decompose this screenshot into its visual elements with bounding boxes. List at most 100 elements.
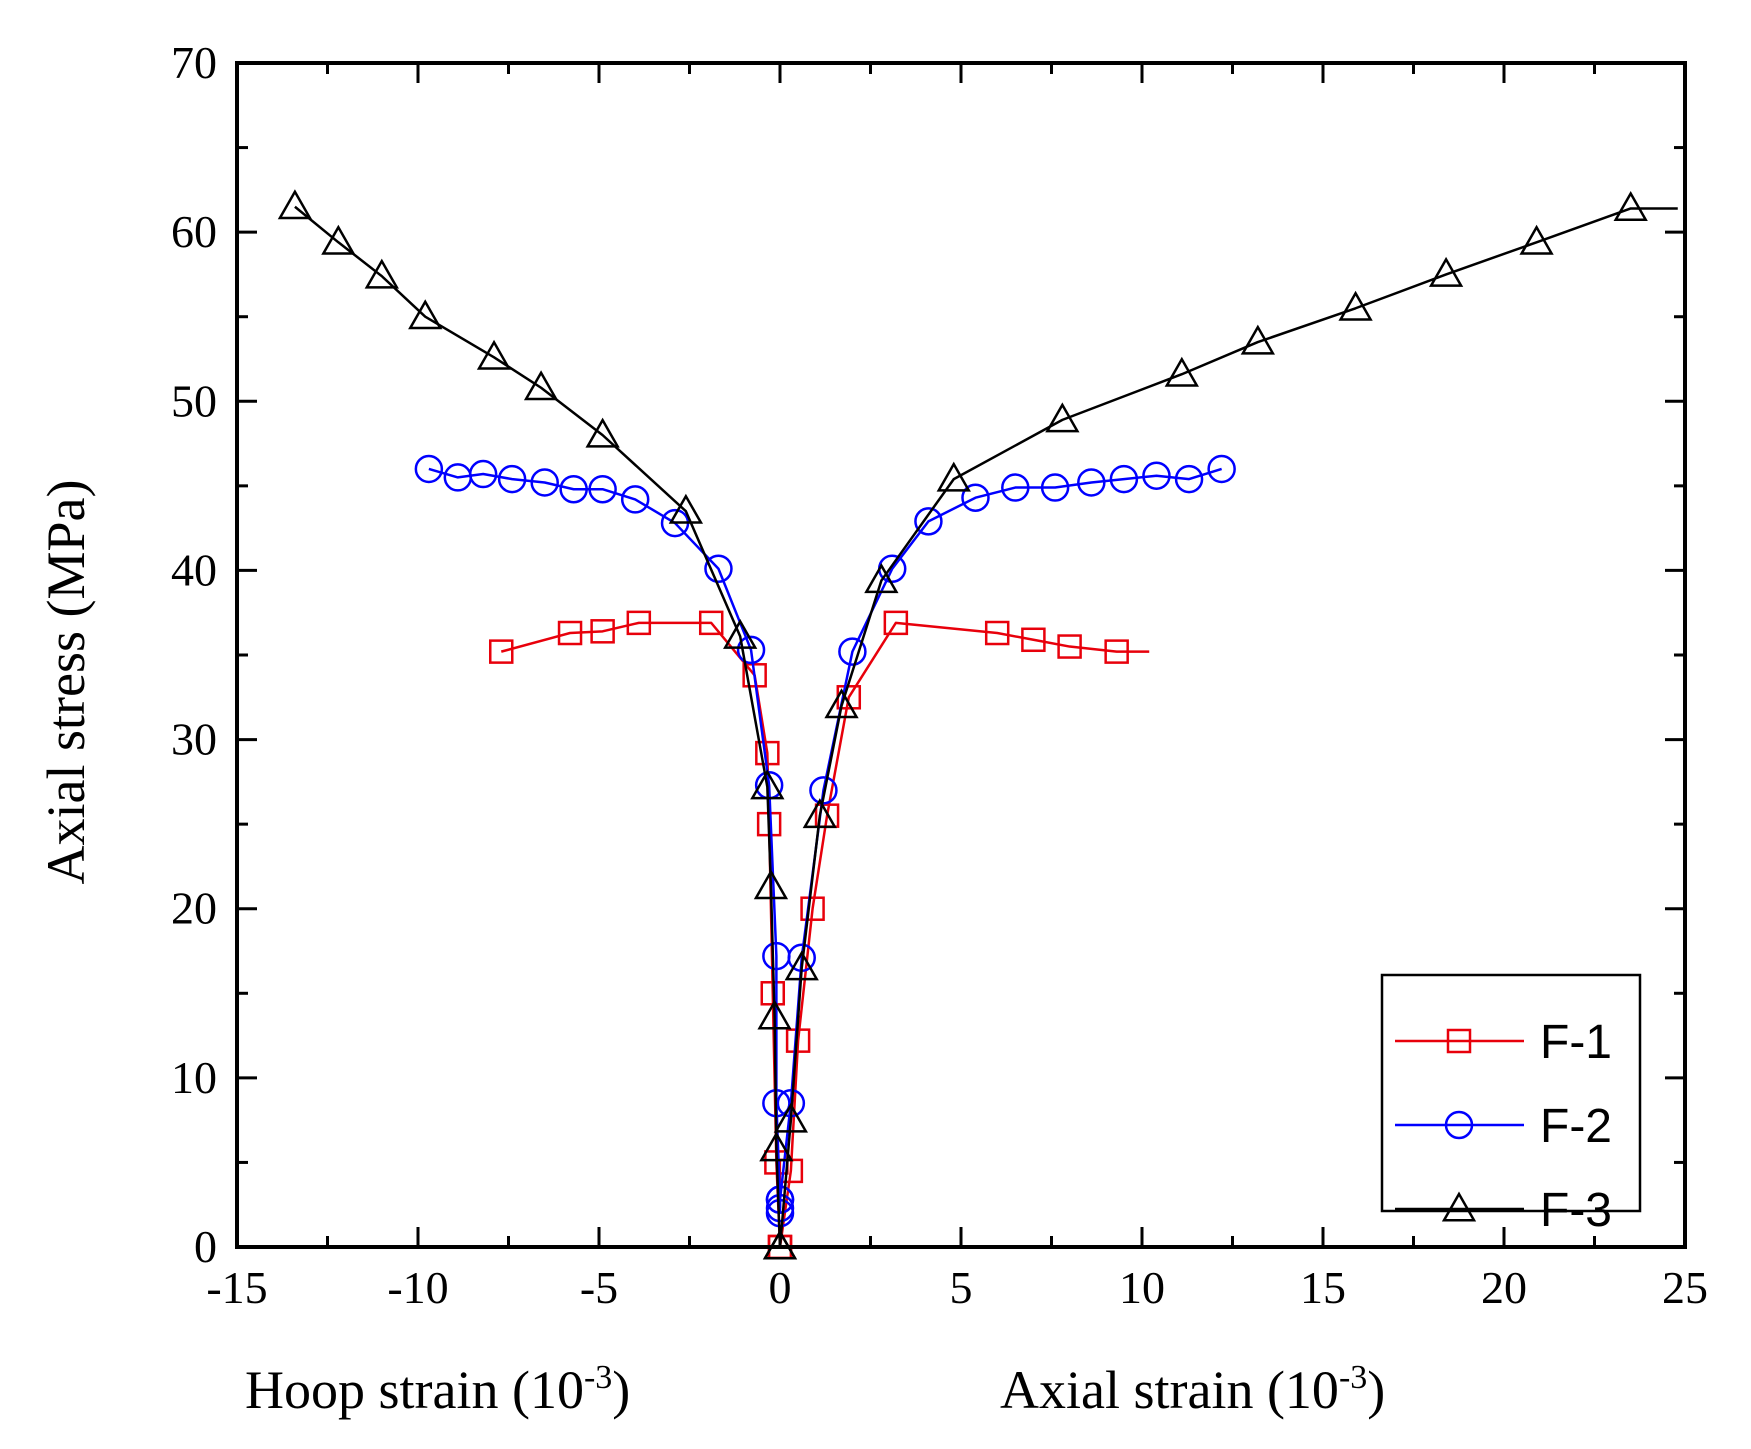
data-point-F-2 [838,637,867,666]
data-point-F-3 [723,618,758,649]
y-tick-label: 10 [171,1052,217,1103]
data-point-F-3 [1045,402,1080,433]
data-point-F-3 [802,798,837,829]
x-tick-label: -15 [206,1262,267,1313]
data-point-F-3 [408,299,443,330]
data-point-F-2 [497,464,527,494]
x-axis-title-hoop-main: Hoop strain (10 [245,1360,584,1420]
data-point-F-3 [784,950,819,981]
legend-label-F-3: F-3 [1540,1184,1612,1237]
series-layer [277,189,1678,1260]
data-point-F-3 [476,339,512,370]
x-tick-label: 5 [950,1262,973,1313]
data-point-F-2 [414,454,444,484]
data-point-F-3 [1613,190,1648,221]
data-point-F-1 [800,896,825,921]
x-tick-label: 0 [769,1262,792,1313]
data-point-F-1 [984,620,1010,646]
series-line-F-2-hoop [428,467,782,1214]
data-point-F-2 [1142,461,1171,490]
axis-layer: -15 -10 -5 0 5 10 15 20 25 0 10 20 30 40 50 60 70 [171,37,1708,1313]
data-point-F-3 [1240,324,1275,355]
data-point-F-1 [698,610,724,636]
data-point-F-3 [753,869,789,900]
x-axis-title-hoop-close: ) [612,1360,630,1420]
data-point-F-3 [936,461,971,492]
x-axis-title-axial-main: Axial strain (10 [1000,1360,1339,1420]
data-point-F-2 [765,1185,795,1214]
legend-marker-F-1 [1446,1028,1472,1054]
x-axis-title-hoop: Hoop strain (10-3) [245,1359,630,1420]
label-layer: Axial stress (MPa) Hoop strain (10-3) Ax… [36,480,1385,1420]
legend-box [1380,973,1642,1213]
x-tick-label: 25 [1662,1262,1708,1313]
data-point-F-2 [1077,468,1106,497]
data-point-F-1 [626,610,652,636]
legend-label-F-1: F-1 [1540,1016,1612,1069]
series-line-F-3-hoop [294,205,782,1248]
data-point-F-1 [1104,639,1129,664]
x-tick-label: -5 [580,1262,618,1313]
data-point-F-3 [668,493,704,524]
x-axis-title-axial-sup: -3 [1339,1359,1367,1396]
data-point-F-2 [1040,473,1070,502]
legend: F-1 F-2 F-3 [1380,973,1642,1237]
x-axis-title-hoop-sup: -3 [584,1359,612,1396]
data-point-F-3 [1338,290,1373,321]
data-point-F-3 [585,417,620,448]
legend-items: F-1 F-2 F-3 [1395,1016,1612,1237]
y-tick-label: 0 [194,1221,217,1272]
data-point-F-3 [824,688,859,719]
data-point-F-2 [736,635,766,665]
data-point-F-2 [559,474,588,504]
data-point-F-3 [773,1102,809,1133]
y-axis-title: Axial stress (MPa) [36,480,96,885]
data-point-F-3 [759,1131,794,1162]
data-point-F-2 [1001,473,1030,502]
legend-marker-F-3 [1441,1191,1477,1222]
data-point-F-2 [1174,464,1204,494]
data-point-F-2 [1207,454,1236,484]
data-point-F-3 [523,370,559,401]
data-point-F-3 [1519,224,1554,255]
y-tick-label: 70 [171,37,217,88]
series-line-F-1-axial [778,621,1150,1248]
data-point-F-3 [1428,256,1464,287]
x-axis-title-axial-close: ) [1367,1360,1385,1420]
x-axis-title-axial: Axial strain (10-3) [1000,1359,1385,1420]
legend-marker-F-2 [1444,1110,1474,1140]
y-tick-label: 30 [171,714,217,765]
x-tick-label: 20 [1481,1262,1527,1313]
legend-label-F-2: F-2 [1540,1100,1612,1153]
x-tick-label: 10 [1119,1262,1165,1313]
data-point-F-2 [588,474,617,504]
data-point-F-1 [557,620,583,646]
data-point-F-2 [914,507,943,536]
data-point-F-1 [489,639,514,664]
data-point-F-1 [1021,627,1046,653]
data-point-F-3 [757,999,792,1030]
x-tick-label: 15 [1300,1262,1346,1313]
y-tick-label: 50 [171,375,217,426]
data-point-F-2 [620,485,650,514]
series-F-3 [277,189,1678,1260]
data-point-F-1 [590,619,615,644]
data-point-F-2 [530,468,559,497]
data-point-F-3 [364,258,399,289]
data-point-F-3 [1164,356,1199,387]
data-point-F-2 [468,459,498,489]
data-point-F-2 [1109,464,1139,494]
data-point-F-2 [961,483,990,512]
y-tick-label: 20 [171,883,217,934]
data-point-F-2 [704,554,733,583]
series-line-F-3-axial [778,207,1678,1248]
data-point-F-3 [277,189,313,220]
data-point-F-3 [864,563,899,594]
data-point-F-1 [883,610,909,636]
data-point-F-3 [750,769,785,800]
x-tick-label: -10 [387,1262,448,1313]
y-tick-label: 40 [171,544,217,595]
data-point-F-3 [321,224,356,255]
